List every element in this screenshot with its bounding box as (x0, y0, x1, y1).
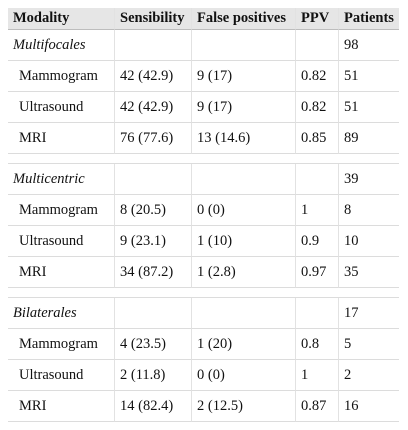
group-false-positives-cell (192, 164, 296, 195)
table-row: MRI 14 (82.4) 2 (12.5) 0.87 16 (8, 391, 399, 422)
group-sensibility-cell (115, 30, 192, 61)
group-label: Bilaterales (8, 298, 115, 329)
false-positives-cell: 2 (12.5) (192, 391, 296, 422)
spacer-cell (8, 154, 115, 164)
spacer-cell (8, 288, 115, 298)
patients-cell: 2 (339, 360, 399, 391)
sensibility-cell: 4 (23.5) (115, 329, 192, 360)
ppv-cell: 0.82 (296, 92, 339, 123)
spacer-cell (296, 154, 339, 164)
ppv-cell: 0.82 (296, 61, 339, 92)
group-false-positives-cell (192, 298, 296, 329)
group-patients: 17 (339, 298, 399, 329)
modality-cell: Mammogram (8, 329, 115, 360)
header-modality: Modality (8, 8, 115, 30)
modality-cell: MRI (8, 123, 115, 154)
modality-cell: MRI (8, 257, 115, 288)
spacer-cell (192, 288, 296, 298)
modality-cell: Ultrasound (8, 226, 115, 257)
patients-cell: 10 (339, 226, 399, 257)
header-ppv: PPV (296, 8, 339, 30)
modality-cell: MRI (8, 391, 115, 422)
patients-cell: 8 (339, 195, 399, 226)
group-patients: 39 (339, 164, 399, 195)
group-patients: 98 (339, 30, 399, 61)
ppv-cell: 0.85 (296, 123, 339, 154)
patients-cell: 16 (339, 391, 399, 422)
table-row: MRI 34 (87.2) 1 (2.8) 0.97 35 (8, 257, 399, 288)
sensibility-cell: 14 (82.4) (115, 391, 192, 422)
sensibility-cell: 76 (77.6) (115, 123, 192, 154)
group-row-multifocales: Multifocales 98 (8, 30, 399, 61)
modality-cell: Ultrasound (8, 360, 115, 391)
ppv-cell: 0.9 (296, 226, 339, 257)
table-row: Mammogram 42 (42.9) 9 (17) 0.82 51 (8, 61, 399, 92)
ppv-cell: 1 (296, 360, 339, 391)
sensibility-cell: 34 (87.2) (115, 257, 192, 288)
results-table-container: Modality Sensibility False positives PPV… (8, 8, 399, 422)
spacer-cell (339, 288, 399, 298)
ppv-cell: 0.8 (296, 329, 339, 360)
false-positives-cell: 1 (20) (192, 329, 296, 360)
spacer-cell (192, 154, 296, 164)
modality-cell: Mammogram (8, 195, 115, 226)
sensibility-cell: 8 (20.5) (115, 195, 192, 226)
patients-cell: 51 (339, 61, 399, 92)
group-false-positives-cell (192, 30, 296, 61)
group-row-multicentric: Multicentric 39 (8, 164, 399, 195)
table-row: Ultrasound 2 (11.8) 0 (0) 1 2 (8, 360, 399, 391)
sensibility-cell: 9 (23.1) (115, 226, 192, 257)
header-patients: Patients (339, 8, 399, 30)
patients-cell: 35 (339, 257, 399, 288)
group-row-bilaterales: Bilaterales 17 (8, 298, 399, 329)
ppv-cell: 1 (296, 195, 339, 226)
false-positives-cell: 1 (2.8) (192, 257, 296, 288)
false-positives-cell: 13 (14.6) (192, 123, 296, 154)
false-positives-cell: 1 (10) (192, 226, 296, 257)
group-ppv-cell (296, 164, 339, 195)
spacer-cell (339, 154, 399, 164)
group-label: Multicentric (8, 164, 115, 195)
patients-cell: 5 (339, 329, 399, 360)
table-row: Mammogram 8 (20.5) 0 (0) 1 8 (8, 195, 399, 226)
group-spacer (8, 288, 399, 298)
sensibility-cell: 42 (42.9) (115, 61, 192, 92)
patients-cell: 51 (339, 92, 399, 123)
table-row: MRI 76 (77.6) 13 (14.6) 0.85 89 (8, 123, 399, 154)
header-false-positives: False positives (192, 8, 296, 30)
table-row: Mammogram 4 (23.5) 1 (20) 0.8 5 (8, 329, 399, 360)
header-row: Modality Sensibility False positives PPV… (8, 8, 399, 30)
false-positives-cell: 9 (17) (192, 92, 296, 123)
group-label: Multifocales (8, 30, 115, 61)
spacer-cell (296, 288, 339, 298)
ppv-cell: 0.87 (296, 391, 339, 422)
group-sensibility-cell (115, 164, 192, 195)
header-sensibility: Sensibility (115, 8, 192, 30)
false-positives-cell: 0 (0) (192, 360, 296, 391)
results-table: Modality Sensibility False positives PPV… (8, 8, 399, 422)
false-positives-cell: 9 (17) (192, 61, 296, 92)
sensibility-cell: 42 (42.9) (115, 92, 192, 123)
group-sensibility-cell (115, 298, 192, 329)
modality-cell: Mammogram (8, 61, 115, 92)
group-ppv-cell (296, 298, 339, 329)
group-ppv-cell (296, 30, 339, 61)
table-row: Ultrasound 9 (23.1) 1 (10) 0.9 10 (8, 226, 399, 257)
spacer-cell (115, 288, 192, 298)
modality-cell: Ultrasound (8, 92, 115, 123)
false-positives-cell: 0 (0) (192, 195, 296, 226)
group-spacer (8, 154, 399, 164)
patients-cell: 89 (339, 123, 399, 154)
ppv-cell: 0.97 (296, 257, 339, 288)
table-row: Ultrasound 42 (42.9) 9 (17) 0.82 51 (8, 92, 399, 123)
sensibility-cell: 2 (11.8) (115, 360, 192, 391)
spacer-cell (115, 154, 192, 164)
